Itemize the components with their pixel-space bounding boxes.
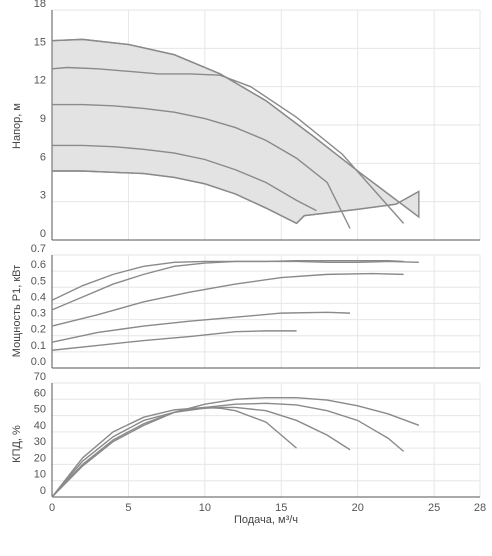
power-curve-2 <box>51 259 404 311</box>
flow-x-tick-label: 15 <box>275 502 287 514</box>
head-curve-2 <box>51 66 405 224</box>
efficiency-y-tick-label: 10 <box>34 469 46 481</box>
efficiency-panel: 0 10 20 30 40 50 60 70 0 5 10 15 20 25 28 <box>34 371 486 514</box>
power-y-tick-label: 0.0 <box>31 356 46 368</box>
efficiency-curve-3 <box>51 406 351 498</box>
flow-axis-title: Подача, м³/ч <box>234 514 298 526</box>
power-panel: 0.0 0.1 0.2 0.3 0.4 0.5 0.6 0.7 <box>31 243 481 369</box>
head-curve-3 <box>52 103 351 229</box>
efficiency-y-tick-label: 20 <box>34 452 46 464</box>
head-y-tick-label: 6 <box>40 151 46 163</box>
head-operating-envelope <box>51 38 420 225</box>
power-curve-1 <box>51 260 419 301</box>
efficiency-curve-2 <box>51 402 405 498</box>
head-curve-6 <box>296 190 420 224</box>
efficiency-axis-title: КПД, % <box>11 425 23 463</box>
efficiency-curve-1 <box>51 396 420 498</box>
head-curve-1 <box>51 38 420 218</box>
flow-x-tick-label: 28 <box>474 502 486 514</box>
head-y-tick-label: 0 <box>40 228 46 240</box>
head-panel: 0 3 6 9 12 15 18 <box>34 0 481 241</box>
power-curve-3 <box>51 272 404 327</box>
power-curve-4 <box>51 311 351 343</box>
power-y-tick-label: 0.2 <box>31 324 46 336</box>
head-y-tick-label: 12 <box>34 75 46 87</box>
flow-x-tick-label: 5 <box>125 502 131 514</box>
head-curve-5 <box>52 170 297 225</box>
efficiency-y-tick-label: 40 <box>34 420 46 432</box>
efficiency-y-tick-label: 70 <box>34 371 46 383</box>
head-curve-4 <box>52 144 317 212</box>
efficiency-y-tick-label: 50 <box>34 404 46 416</box>
flow-x-tick-label: 0 <box>49 502 55 514</box>
power-y-tick-label: 0.5 <box>31 275 46 287</box>
power-axis-title: Мощность P1, кВт <box>11 265 23 357</box>
flow-x-tick-label: 10 <box>199 502 211 514</box>
head-axis-title: Напор, м <box>11 103 23 149</box>
head-y-tick-label: 9 <box>40 113 46 125</box>
flow-x-tick-label: 20 <box>352 502 364 514</box>
power-y-tick-label: 0.3 <box>31 308 46 320</box>
efficiency-y-tick-label: 60 <box>34 387 46 399</box>
power-y-tick-label: 0.7 <box>31 243 46 255</box>
flow-x-tick-label: 25 <box>428 502 440 514</box>
head-y-tick-label: 18 <box>34 0 46 10</box>
power-curve-5 <box>51 330 297 351</box>
power-y-tick-label: 0.4 <box>31 291 46 303</box>
power-y-tick-label: 0.6 <box>31 259 46 271</box>
head-y-tick-label: 15 <box>34 36 46 48</box>
head-y-tick-label: 3 <box>40 190 46 202</box>
efficiency-curve-4 <box>51 406 298 498</box>
efficiency-y-tick-label: 30 <box>34 436 46 448</box>
efficiency-y-tick-label: 0 <box>40 485 46 497</box>
power-y-tick-label: 0.1 <box>31 340 46 352</box>
